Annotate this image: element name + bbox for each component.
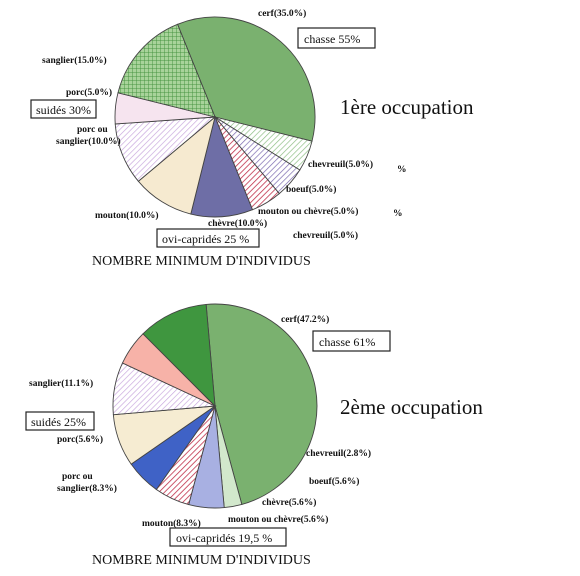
chart1-label-porc-sanglier-line2: sanglier(10.0%): [56, 136, 121, 147]
chart1-label-boeuf: boeuf(5.0%): [286, 184, 336, 195]
chart2-label-mouton-chevre: mouton ou chèvre(5.6%): [228, 514, 328, 525]
chart1-label-porc-sanglier-line1: porc ou: [77, 125, 108, 135]
chart2-slice-0: [205, 303, 318, 505]
chart2-slice-8: [142, 303, 216, 408]
chart1-ovi-box: [156, 228, 260, 248]
chart2-chasse-box: [312, 330, 391, 352]
chart2-label-ovi: ovi-capridés 19,5 %: [176, 531, 272, 545]
chart1-slice-0: [176, 16, 316, 142]
chart1-label-chasse: chasse 55%: [304, 32, 360, 46]
chart1-label-suides: suidés 30%: [36, 103, 91, 117]
chart2-label-suides: suidés 25%: [31, 415, 86, 429]
chart1-label-cerf: cerf(35.0%): [258, 8, 306, 19]
chart2-label-mouton: mouton(8.3%): [142, 518, 201, 529]
chart1-label-sanglier: sanglier(15.0%): [42, 55, 107, 66]
chart2-suides-box: [25, 411, 95, 431]
chart1-title: 1ère occupation: [340, 95, 474, 119]
chart1-label-chevreuil-pct: %: [397, 165, 407, 175]
chart2-label-chevre: chèvre(5.6%): [262, 497, 316, 508]
chart1-slice-8: [117, 23, 216, 118]
chart1-label-mouton-chevre-pct: %: [393, 209, 403, 219]
chart2-label-chasse: chasse 61%: [319, 335, 375, 349]
chart2-ovi-box: [169, 527, 287, 547]
chart1-label-porc: porc(5.0%): [66, 87, 112, 98]
pie-chart-1: [114, 16, 316, 218]
chart2-label-porc: porc(5.6%): [57, 434, 103, 445]
chart2-label-chevreuil: chevreuil(2.8%): [306, 448, 371, 459]
chart1-label-mouton-chevre: mouton ou chèvre(5.0%): [258, 206, 358, 217]
chart1-label-chevre: chèvre(10.0%): [208, 218, 267, 229]
chart1-label-ovi: ovi-capridés 25 %: [162, 232, 249, 246]
chart1-chasse-box: [297, 27, 376, 49]
pie-chart-2: [112, 303, 318, 509]
chart1-label-mouton: mouton(10.0%): [95, 210, 159, 221]
chart2-label-cerf: cerf(47.2%): [281, 314, 329, 325]
chart1-suides-box: [30, 99, 97, 119]
chart2-label-porc-sanglier-line1: porc ou: [62, 472, 93, 482]
chart1-footer: NOMBRE MINIMUM D'INDIVIDUS: [92, 254, 311, 269]
chart2-label-boeuf: boeuf(5.6%): [309, 476, 359, 487]
chart1-label-chevreuil-2: chevreuil(5.0%): [293, 230, 358, 241]
chart2-footer: NOMBRE MINIMUM D'INDIVIDUS: [92, 553, 311, 568]
chart1-label-chevreuil: chevreuil(5.0%): [308, 159, 373, 170]
chart2-label-sanglier: sanglier(11.1%): [29, 378, 93, 389]
chart2-label-porc-sanglier-line2: sanglier(8.3%): [57, 483, 117, 494]
chart2-title: 2ème occupation: [340, 395, 483, 419]
